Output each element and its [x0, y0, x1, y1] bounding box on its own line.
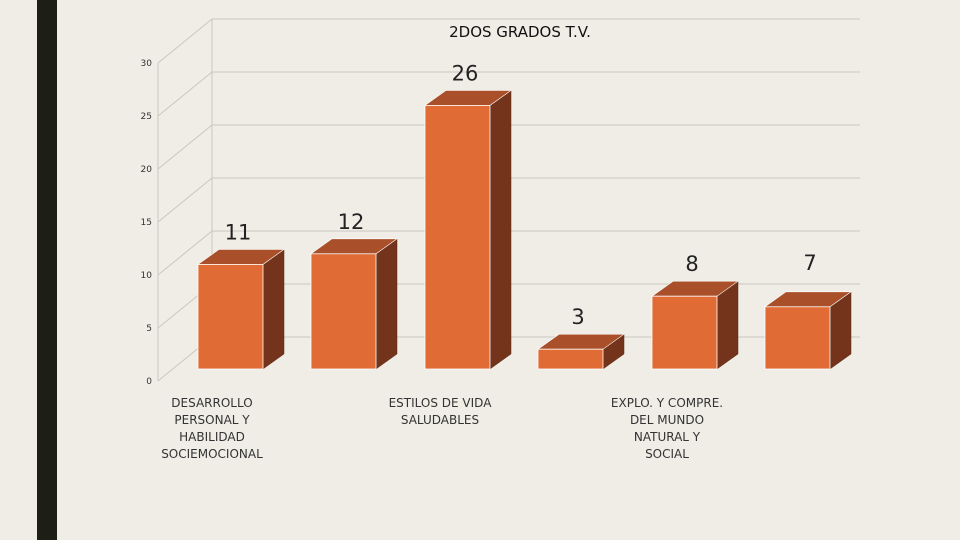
bar-side-0 — [262, 248, 285, 370]
grid-diagonal-5 — [157, 71, 213, 117]
category-label-line: SOCIEMOCIONAL — [161, 447, 263, 461]
bar-front-3 — [537, 348, 604, 370]
data-label-5: 7 — [803, 251, 816, 275]
chart-title: 2DOS GRADOS T.V. — [449, 23, 591, 41]
data-label-1: 12 — [338, 210, 365, 234]
category-label-line: DESARROLLO — [171, 396, 252, 410]
category-label-0: DESARROLLO PERSONAL Y HABILIDAD SOCIEMOCION… — [161, 396, 263, 461]
grid-diagonal-3 — [157, 177, 213, 223]
bars: 11 12 26 3 8 7 — [197, 61, 852, 370]
bar-front-5 — [764, 306, 831, 370]
grid-diagonal-4 — [157, 124, 213, 170]
category-label-line: PERSONAL Y — [174, 413, 250, 427]
y-tick-label-2: 10 — [141, 271, 153, 281]
y-tick-label-3: 15 — [141, 218, 152, 228]
bar-4 — [651, 280, 739, 370]
bar-side-4 — [716, 280, 739, 370]
category-label-line: SOCIAL — [645, 447, 689, 461]
y-tick-label-6: 30 — [141, 59, 153, 69]
y-tick-label-0: 0 — [146, 377, 152, 387]
bar-front-1 — [310, 253, 377, 370]
category-label-line: NATURAL Y — [634, 430, 701, 444]
bar-0 — [197, 248, 285, 370]
category-label-line: HABILIDAD — [179, 430, 245, 444]
category-label-line: DEL MUNDO — [630, 413, 704, 427]
category-label-1: ESTILOS DE VIDA SALUDABLES — [389, 396, 493, 427]
category-label-line: SALUDABLES — [401, 413, 479, 427]
bar-5 — [764, 291, 852, 370]
left-accent-bar — [37, 0, 57, 540]
bar-2 — [424, 89, 512, 370]
bar-front-4 — [651, 295, 718, 370]
category-label-line: EXPLO. Y COMPRE. — [611, 396, 723, 410]
bar-3 — [537, 333, 625, 370]
y-tick-label-1: 5 — [146, 324, 152, 334]
bar-front-2 — [424, 105, 491, 370]
category-label-line: ESTILOS DE VIDA — [389, 396, 493, 410]
bar-front-0 — [197, 263, 264, 370]
category-label-2: EXPLO. Y COMPRE. DEL MUNDO NATURAL Y SOCIAL — [611, 396, 723, 461]
data-label-2: 26 — [452, 61, 479, 85]
data-label-4: 8 — [685, 252, 698, 276]
grid — [157, 18, 860, 382]
y-tick-label-5: 25 — [141, 112, 152, 122]
bar-1 — [310, 238, 398, 370]
category-labels: DESARROLLO PERSONAL Y HABILIDAD SOCIEMOCION… — [161, 396, 723, 461]
y-tick-label-4: 20 — [141, 165, 153, 175]
y-axis-ticks: 0 5 10 15 20 25 30 — [141, 59, 153, 387]
data-label-3: 3 — [571, 305, 584, 329]
grid-diagonal-2 — [157, 230, 213, 276]
data-label-0: 11 — [225, 220, 252, 244]
bar-side-1 — [375, 238, 398, 370]
grid-diagonal-6 — [157, 18, 213, 64]
bar-side-2 — [489, 89, 512, 370]
